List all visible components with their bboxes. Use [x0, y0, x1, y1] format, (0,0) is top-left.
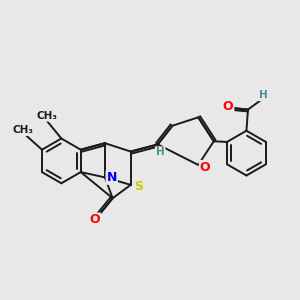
Text: CH₃: CH₃ — [37, 111, 58, 121]
Text: O: O — [90, 214, 100, 226]
Text: H: H — [259, 90, 267, 100]
Text: H: H — [156, 147, 165, 157]
Text: N: N — [106, 171, 117, 184]
Text: O: O — [200, 161, 210, 174]
Text: CH₃: CH₃ — [13, 125, 34, 135]
Text: S: S — [134, 180, 143, 193]
Text: O: O — [223, 100, 233, 113]
